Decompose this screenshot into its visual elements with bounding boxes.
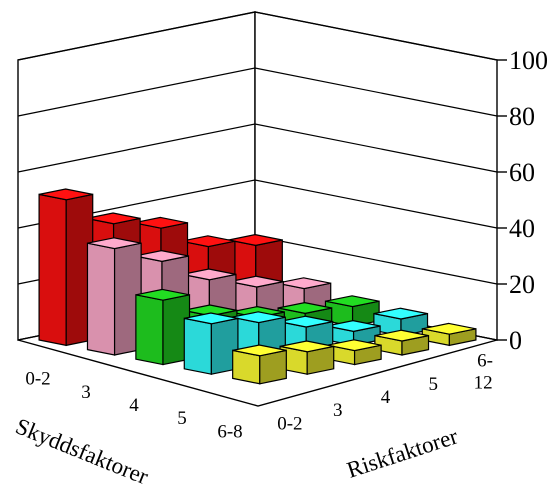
bar-risk-6-12-protection-0-2 [38,188,94,347]
bar-risk-4-protection-0-2 [135,288,191,366]
x-axis-title: Riskfaktorer [344,423,461,482]
y-axis-title: Skyddsfaktorer [12,413,152,489]
y-category-label: 4 [129,395,139,416]
gridline [17,11,498,61]
x-category-label: 6- [477,351,493,372]
y-category-label: 6-8 [217,421,242,442]
chart-bars [38,188,477,385]
bar-risk-5-protection-0-2 [86,237,142,356]
bar-risk-0-2-protection-0-2 [232,344,287,385]
x-category-label: 0-2 [277,413,302,434]
z-tick-label: 40 [509,214,535,243]
z-tick-label: 100 [509,46,548,75]
bar-risk-0-2-protection-6-8 [421,322,477,347]
y-category-label: 3 [81,382,91,403]
y-category-label: 0-2 [25,369,50,390]
z-tick-label: 80 [509,102,535,131]
x-category-label: 4 [381,387,391,408]
gridline [17,67,498,117]
x-category-label: 3 [333,400,343,421]
z-tick-label: 60 [509,158,535,187]
bar-risk-0-2-protection-4 [326,339,382,366]
chart-labels: 0 20 40 60 80 100 0-2 3 4 5 6-8 0-2 3 4 5 6-12 Skyddsfak… [12,46,548,489]
bar-risk-0-2-protection-3 [279,340,335,375]
gridline [17,123,498,173]
y-category-label: 5 [177,408,187,429]
bar-risk-3-protection-0-2 [183,312,239,375]
bar-risk-4-protection-6-8 [324,295,380,327]
z-tick-label: 0 [509,326,522,355]
x-category-label-cont: 12 [474,373,493,394]
bar-risk-3-protection-6-8 [373,307,429,337]
bar-risk-0-2-protection-5 [374,329,430,356]
z-tick-label: 20 [509,270,535,299]
x-category-label: 5 [429,374,439,395]
gridline [17,179,498,229]
